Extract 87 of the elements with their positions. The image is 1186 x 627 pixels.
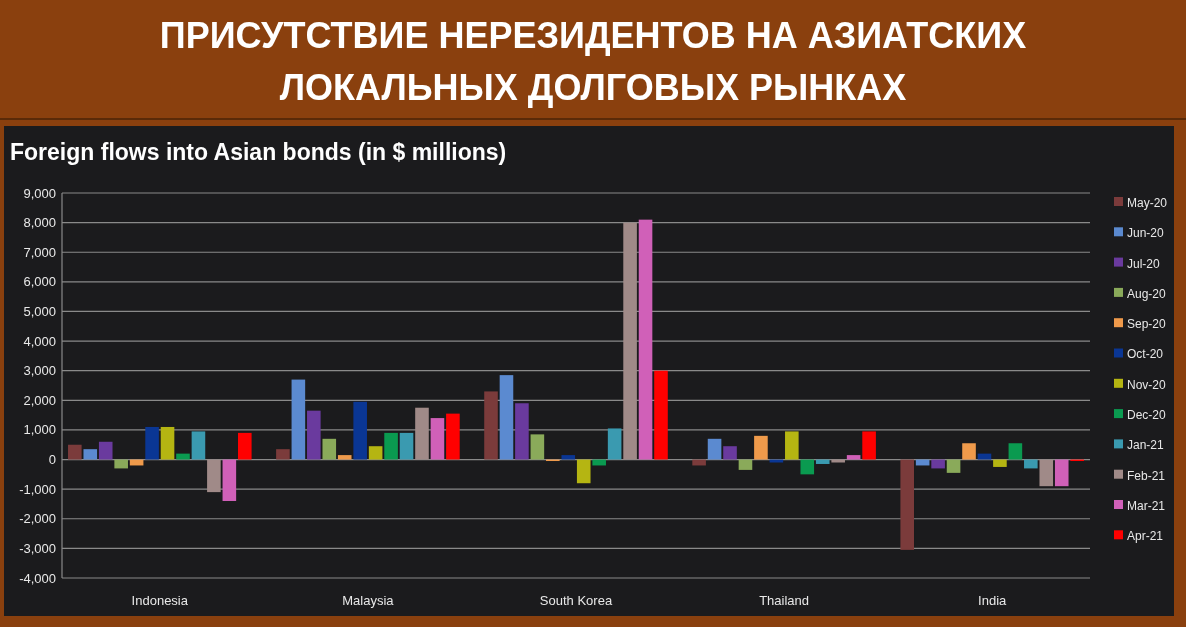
bar — [515, 403, 529, 460]
legend-label: Jan-21 — [1127, 438, 1165, 453]
bar — [962, 443, 976, 460]
bar — [484, 391, 498, 460]
x-tick-label: India — [978, 593, 1008, 608]
y-tick-label: 4,000 — [23, 333, 56, 349]
x-tick-label: Indonesia — [131, 593, 189, 608]
bar — [561, 455, 576, 460]
bar — [754, 435, 768, 460]
bar — [238, 432, 252, 460]
bar — [114, 459, 128, 469]
legend-label: Aug-20 — [1127, 286, 1167, 301]
bar — [769, 459, 784, 463]
bar — [1024, 459, 1038, 469]
y-tick-label: 1,000 — [23, 422, 56, 438]
legend-label: Jun-20 — [1127, 226, 1165, 241]
y-tick-label: 7,000 — [23, 244, 56, 260]
bar — [307, 410, 321, 460]
bar — [322, 438, 337, 460]
y-tick-label: 6,000 — [23, 274, 56, 290]
bar — [623, 222, 637, 460]
bar — [353, 401, 367, 460]
y-tick-label: 2,000 — [23, 392, 56, 408]
bar — [222, 459, 237, 501]
y-tick-label: -2,000 — [19, 511, 56, 527]
y-tick-label: 0 — [48, 452, 56, 468]
bar — [576, 459, 591, 484]
bar — [946, 459, 961, 473]
legend-label: Sep-20 — [1127, 317, 1167, 332]
chart-title: ПРИСУТСТВИЕ НЕРЕЗИДЕНТОВ НА АЗИАТСКИХ ЛОКАЛЬНЫХ ДОЛГОВЫХ РЫНКАХ — [159, 15, 1027, 108]
bar — [83, 449, 98, 460]
chart-subtitle: Foreign flows into Asian bonds (in $ millions) — [10, 139, 507, 165]
y-tick-label: 8,000 — [23, 215, 56, 231]
legend-label: Oct-20 — [1127, 347, 1164, 362]
bar — [931, 459, 945, 469]
bar — [607, 428, 622, 460]
bar — [399, 432, 414, 460]
legend-label: Jul-20 — [1127, 256, 1161, 271]
bar — [191, 431, 206, 460]
bar — [1008, 443, 1023, 460]
bar — [368, 446, 383, 460]
bar — [815, 459, 830, 464]
bar — [846, 455, 861, 460]
y-tick-label: -4,000 — [19, 570, 56, 586]
bar — [1039, 459, 1054, 487]
bar — [207, 459, 221, 493]
legend-label: Dec-20 — [1127, 408, 1167, 423]
bar — [800, 459, 815, 475]
bar — [276, 449, 290, 460]
bar — [993, 459, 1007, 467]
x-tick-label: South Korea — [539, 593, 613, 608]
bar — [1054, 459, 1069, 487]
y-tick-label: 9,000 — [23, 185, 56, 201]
bar — [160, 426, 175, 460]
bar — [707, 438, 722, 460]
y-tick-label: -1,000 — [19, 481, 56, 497]
bar — [785, 431, 799, 460]
bar — [415, 407, 429, 460]
bar — [638, 219, 653, 460]
x-tick-label: Malaysia — [342, 593, 395, 608]
bar — [530, 434, 545, 460]
bar — [446, 413, 460, 460]
bar — [176, 453, 190, 460]
bar — [831, 459, 845, 463]
legend-label: Feb-21 — [1127, 468, 1166, 483]
bar — [900, 459, 914, 550]
x-tick-label: Thailand — [759, 593, 810, 608]
bar — [723, 446, 737, 460]
bar — [384, 432, 398, 460]
bar — [977, 453, 992, 460]
y-tick-label: -3,000 — [19, 540, 56, 556]
legend-label: May-20 — [1127, 195, 1168, 210]
legend-label: Mar-21 — [1127, 498, 1166, 513]
bar — [337, 455, 352, 460]
bar — [68, 444, 82, 460]
bar — [430, 418, 445, 460]
legend-label: Nov-20 — [1127, 377, 1167, 392]
bar — [499, 375, 514, 460]
legend-label: Apr-21 — [1127, 529, 1164, 544]
bar — [862, 431, 876, 460]
y-tick-label: 3,000 — [23, 363, 56, 379]
bar — [738, 459, 753, 470]
bar — [98, 441, 113, 460]
bar — [145, 426, 159, 460]
bar — [654, 370, 668, 460]
bar — [291, 379, 306, 460]
y-tick-label: 5,000 — [23, 304, 56, 320]
